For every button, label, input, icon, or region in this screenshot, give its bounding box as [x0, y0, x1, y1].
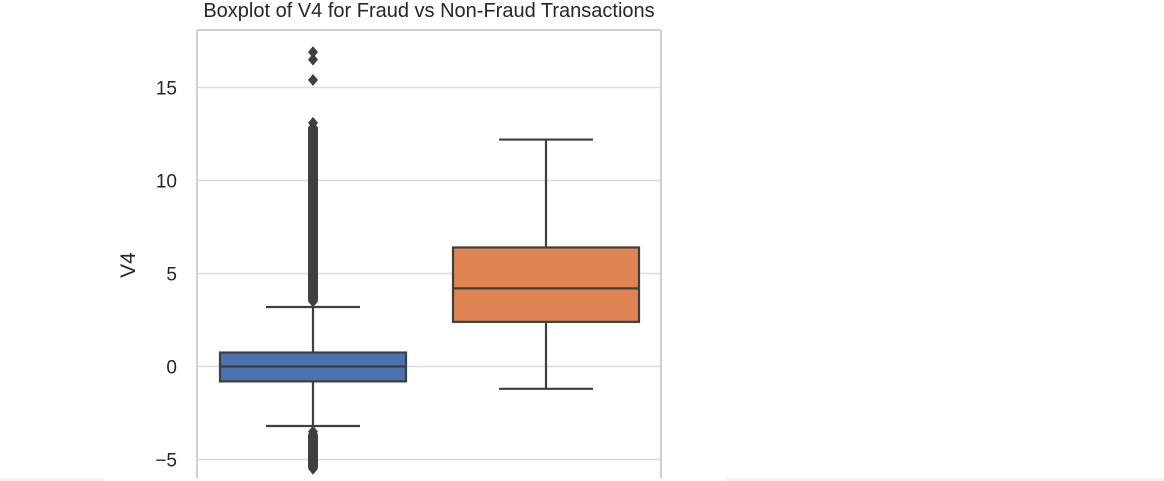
outlier-cluster-lower	[308, 431, 318, 471]
y-tick-label: 15	[156, 79, 177, 100]
y-axis-label: V4	[117, 252, 140, 278]
bottom-edge-strip-center	[104, 478, 726, 481]
outlier-point	[308, 53, 318, 66]
outlier-point	[308, 46, 318, 59]
y-tick-label: 5	[166, 265, 177, 286]
outlier-cluster-upper	[308, 124, 318, 304]
chart-title: Boxplot of V4 for Fraud vs Non-Fraud Tra…	[203, 0, 654, 22]
box-iqr	[451, 246, 641, 323]
outlier-point	[308, 74, 318, 87]
plot-area: 15 10 5 0 −5	[155, 29, 662, 481]
y-tick-label: 0	[166, 358, 177, 379]
y-tick-label: 10	[156, 172, 177, 193]
y-tick-label: −5	[155, 451, 177, 472]
